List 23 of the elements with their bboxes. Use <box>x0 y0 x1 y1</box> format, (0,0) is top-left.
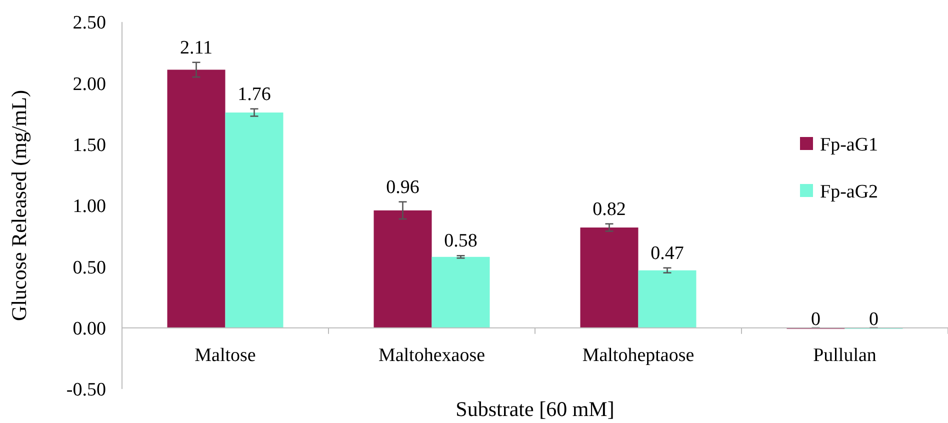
x-tick-label: Maltose <box>194 344 256 366</box>
data-label: 0.58 <box>444 230 478 252</box>
x-tick-label: Maltoheptaose <box>582 344 694 366</box>
data-label: 0.47 <box>650 242 684 264</box>
y-tick-label: 0.00 <box>72 318 106 340</box>
x-tick-label: Maltohexaose <box>378 344 486 366</box>
data-label: 0 <box>869 308 878 330</box>
legend-label: Fp-aG2 <box>820 182 878 203</box>
data-label: 2.11 <box>180 37 213 58</box>
y-tick-label: -0.50 <box>66 380 106 401</box>
y-tick-label: 1.00 <box>72 196 106 218</box>
x-tick-label: Pullulan <box>813 344 877 366</box>
y-tick-label: 2.00 <box>72 74 106 95</box>
legend-label: Fp-aG1 <box>820 134 878 156</box>
y-tick-label: 2.50 <box>72 12 106 34</box>
y-tick-label: 0.50 <box>72 257 106 278</box>
data-label: 0 <box>811 308 820 330</box>
data-label: 0.82 <box>592 198 626 220</box>
x-axis-title: Substrate [60 mM] <box>456 397 614 421</box>
y-tick-label: 1.50 <box>72 134 106 156</box>
y-axis-title: Glucose Released (mg/mL) <box>7 90 31 321</box>
data-label: 0.96 <box>386 176 420 198</box>
data-label: 1.76 <box>238 84 271 105</box>
